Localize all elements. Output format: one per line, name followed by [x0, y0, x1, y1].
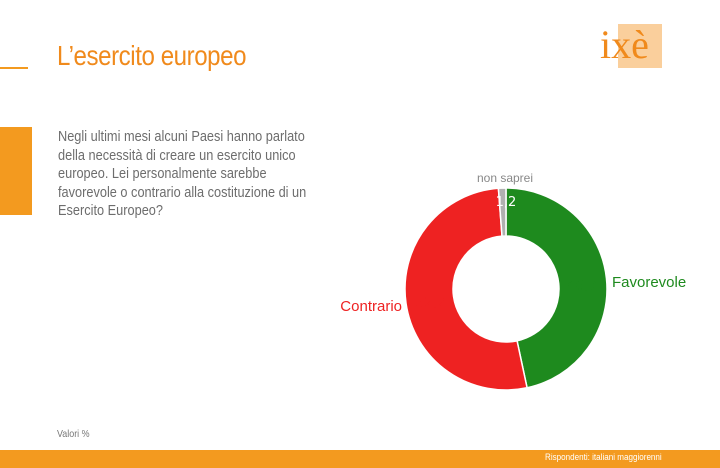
category-label-favorevole: Favorevole — [612, 274, 686, 291]
values-note: Valori % — [57, 428, 90, 440]
question-line: favorevole o contrario alla costituzione… — [58, 184, 307, 201]
question-line: europeo. Lei personalmente sarebbe — [58, 166, 267, 182]
page-title: L’esercito europeo — [57, 40, 247, 71]
logo-text: ixè — [600, 22, 649, 67]
category-label-contrario: Contrario — [340, 298, 402, 315]
question-line: Negli ultimi mesi alcuni Paesi hanno par… — [58, 129, 305, 145]
ixe-logo: ixè — [600, 22, 662, 72]
side-accent-block — [0, 127, 32, 215]
logo-square — [618, 24, 662, 68]
title-accent-line — [0, 67, 28, 69]
data-label-contrario: 52,2 — [415, 295, 446, 311]
data-label-favorevole: 46,7 — [566, 278, 597, 294]
survey-question: Negli ultimi mesi alcuni Paesi hanno par… — [58, 128, 313, 221]
question-line: Esercito Europeo? — [58, 203, 163, 219]
donut-slice-contrario — [404, 187, 528, 391]
donut-slice-non-saprei — [497, 187, 507, 237]
footer-bar — [0, 450, 720, 468]
donut-slice-favorevole — [505, 187, 608, 389]
question-line: della necessità di creare un esercito un… — [58, 147, 296, 164]
data-label-non-saprei: 1,2 — [496, 195, 517, 210]
respondents-note: Rispondenti: italiani maggiorenni — [545, 452, 662, 463]
category-label-non-saprei: non saprei — [477, 171, 533, 185]
